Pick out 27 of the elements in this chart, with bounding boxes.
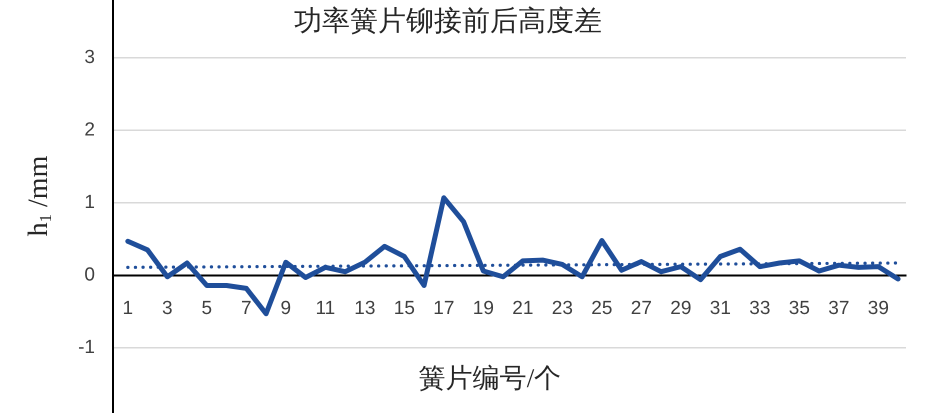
x-tick-label: 13 xyxy=(354,298,376,319)
y-tick-label: 0 xyxy=(84,264,95,286)
x-tick-label: 33 xyxy=(749,298,770,319)
y-tick-label: 3 xyxy=(84,47,95,68)
x-tick-label: 19 xyxy=(472,298,494,319)
x-tick-label: 31 xyxy=(710,298,731,319)
x-tick-label: 1 xyxy=(122,298,134,319)
chart-title: 功率簧片铆接前后高度差 xyxy=(294,6,602,37)
x-tick-label: 3 xyxy=(162,298,173,319)
x-tick-label: 11 xyxy=(315,298,336,319)
y-tick-label: 2 xyxy=(84,120,95,141)
x-tick-label: 7 xyxy=(241,298,252,319)
x-tick-label: 15 xyxy=(394,298,415,319)
x-tick-label: 27 xyxy=(630,298,652,319)
x-tick-label: 9 xyxy=(280,298,292,319)
x-tick-label: 21 xyxy=(512,298,534,319)
x-axis-title: 簧片编号/个 xyxy=(418,363,562,393)
x-tick-label: 35 xyxy=(788,298,810,319)
x-tick-label: 39 xyxy=(868,298,889,319)
x-tick-label: 37 xyxy=(828,298,850,319)
y-tick-label: -1 xyxy=(78,337,95,358)
x-tick-label: 29 xyxy=(670,298,692,319)
x-tick-label: 17 xyxy=(433,298,454,319)
x-tick-label: 25 xyxy=(591,298,612,319)
y-tick-label: 1 xyxy=(84,192,95,214)
x-tick-label: 23 xyxy=(552,298,573,319)
x-tick-label: 5 xyxy=(202,298,212,319)
